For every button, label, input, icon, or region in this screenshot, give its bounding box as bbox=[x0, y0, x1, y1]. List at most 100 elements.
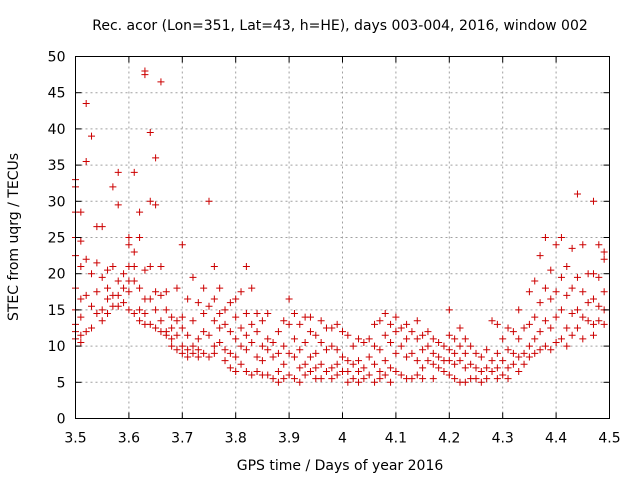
data-point-plus bbox=[573, 190, 581, 198]
data-point-plus bbox=[248, 320, 256, 328]
data-point-plus bbox=[483, 375, 491, 383]
data-point-plus bbox=[525, 288, 533, 296]
data-point-plus bbox=[200, 328, 208, 336]
data-point-plus bbox=[525, 353, 533, 361]
data-point-plus bbox=[557, 234, 565, 241]
data-point-plus bbox=[531, 313, 539, 321]
data-point-plus bbox=[547, 295, 555, 303]
data-point-plus bbox=[456, 324, 464, 332]
data-point-plus bbox=[189, 273, 197, 281]
data-point-plus bbox=[451, 360, 459, 368]
data-point-plus bbox=[264, 310, 272, 318]
chart-title: Rec. acor (Lon=351, Lat=43, h=HE), days … bbox=[92, 18, 588, 34]
data-point-plus bbox=[210, 262, 218, 270]
data-point-plus bbox=[536, 252, 544, 260]
data-point-plus bbox=[381, 371, 389, 379]
data-point-plus bbox=[216, 338, 224, 346]
data-point-plus bbox=[429, 375, 437, 383]
data-point-plus bbox=[376, 367, 384, 375]
data-point-plus bbox=[445, 346, 453, 354]
data-point-plus bbox=[109, 262, 117, 270]
data-point-plus bbox=[232, 367, 240, 375]
data-point-plus bbox=[483, 364, 491, 372]
data-point-plus bbox=[413, 335, 421, 343]
data-point-plus bbox=[296, 364, 304, 372]
data-point-plus bbox=[467, 342, 475, 350]
data-point-plus bbox=[413, 357, 421, 365]
y-tick-label: 10 bbox=[48, 339, 66, 355]
data-point-plus bbox=[226, 299, 234, 307]
y-tick-labels: 0 5 10 15 20 25 30 35 40 45 50 bbox=[48, 50, 66, 428]
data-point-plus bbox=[146, 320, 154, 328]
data-point-plus bbox=[504, 346, 512, 354]
data-point-plus bbox=[579, 288, 587, 296]
data-point-plus bbox=[162, 306, 170, 314]
data-point-plus bbox=[93, 259, 101, 267]
x-tick-label: 3.7 bbox=[171, 431, 193, 447]
data-point-plus bbox=[579, 313, 587, 321]
data-point-plus bbox=[146, 129, 154, 137]
data-point-plus bbox=[376, 375, 384, 383]
data-point-plus bbox=[419, 346, 427, 354]
data-point-plus bbox=[114, 302, 122, 310]
data-point-plus bbox=[461, 335, 469, 343]
data-point-plus bbox=[77, 237, 85, 245]
data-point-plus bbox=[141, 266, 149, 274]
data-point-plus bbox=[568, 310, 576, 318]
data-point-plus bbox=[419, 364, 427, 372]
data-point-plus bbox=[424, 357, 432, 365]
data-point-plus bbox=[109, 183, 117, 191]
data-point-plus bbox=[445, 331, 453, 339]
data-point-plus bbox=[77, 208, 85, 216]
data-point-plus bbox=[509, 349, 517, 357]
data-point-plus bbox=[536, 328, 544, 336]
y-tick-label: 50 bbox=[48, 50, 66, 66]
y-tick-label: 35 bbox=[48, 158, 66, 174]
data-point-plus bbox=[290, 335, 298, 343]
data-point-plus bbox=[242, 367, 250, 375]
data-point-plus bbox=[194, 299, 202, 307]
data-point-plus bbox=[493, 320, 501, 328]
x-tick-label: 4.3 bbox=[492, 431, 514, 447]
data-point-plus bbox=[509, 328, 517, 336]
data-point-plus bbox=[403, 335, 411, 343]
data-point-plus bbox=[328, 364, 336, 372]
grid-lines bbox=[75, 56, 610, 419]
data-point-plus bbox=[221, 320, 229, 328]
data-point-plus bbox=[290, 353, 298, 361]
data-point-plus bbox=[355, 335, 363, 343]
data-point-plus bbox=[178, 349, 186, 357]
data-point-plus bbox=[237, 360, 245, 368]
x-tick-label: 3.8 bbox=[225, 431, 247, 447]
data-point-plus bbox=[258, 342, 266, 350]
data-point-plus bbox=[520, 360, 528, 368]
data-point-plus bbox=[226, 364, 234, 372]
data-point-plus bbox=[178, 342, 186, 350]
data-point-plus bbox=[451, 349, 459, 357]
data-point-plus bbox=[253, 367, 261, 375]
data-point-plus bbox=[157, 78, 165, 86]
data-point-plus bbox=[563, 324, 571, 332]
data-point-plus bbox=[440, 342, 448, 350]
data-point-plus bbox=[589, 197, 597, 205]
data-points bbox=[72, 67, 608, 386]
data-point-plus bbox=[339, 328, 346, 336]
data-point-plus bbox=[216, 310, 224, 318]
data-point-plus bbox=[563, 262, 571, 270]
data-point-plus bbox=[125, 241, 133, 249]
data-point-plus bbox=[488, 317, 496, 325]
data-point-plus bbox=[445, 306, 453, 314]
data-point-plus bbox=[130, 310, 138, 318]
data-point-plus bbox=[515, 367, 523, 375]
data-point-plus bbox=[248, 371, 256, 379]
data-point-plus bbox=[248, 338, 256, 346]
data-point-plus bbox=[563, 342, 571, 350]
data-point-plus bbox=[210, 317, 218, 325]
data-point-plus bbox=[157, 262, 165, 270]
data-point-plus bbox=[125, 306, 133, 314]
data-point-plus bbox=[493, 375, 501, 383]
data-point-plus bbox=[360, 375, 368, 383]
data-point-plus bbox=[152, 324, 160, 332]
data-point-plus bbox=[258, 317, 266, 325]
data-point-plus bbox=[88, 132, 96, 140]
